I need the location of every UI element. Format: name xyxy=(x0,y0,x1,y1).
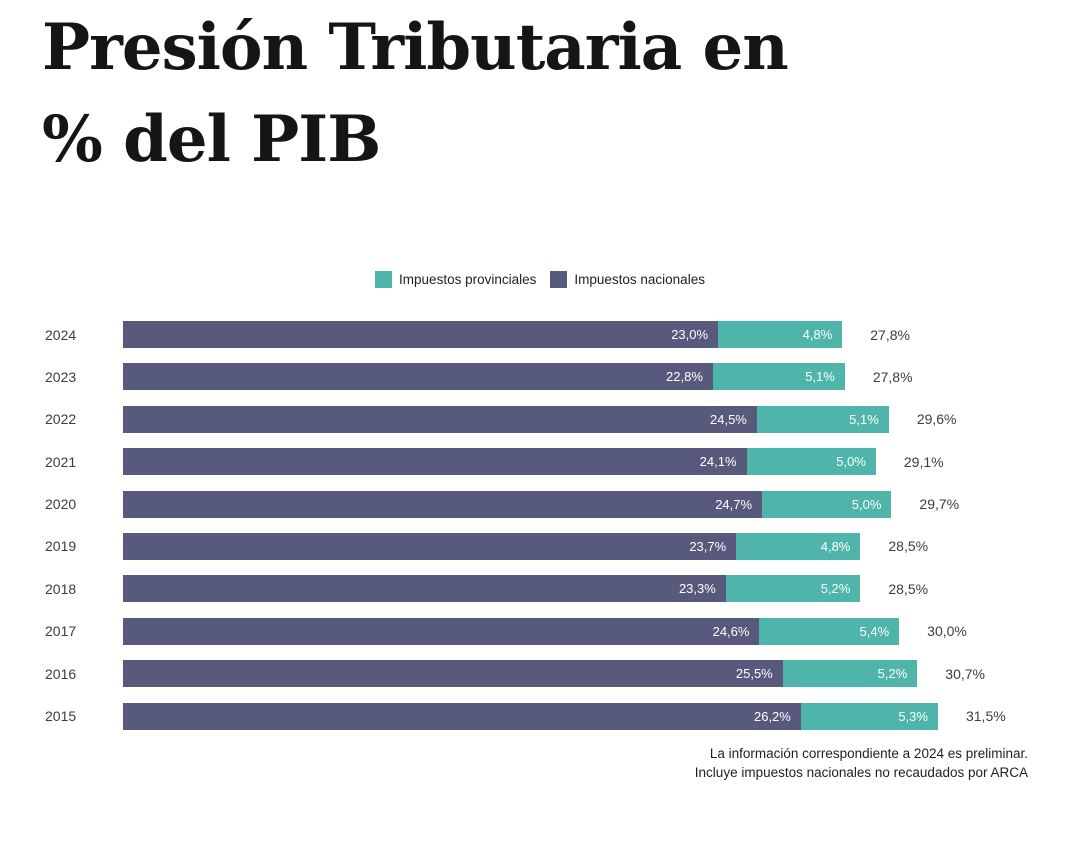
total-label: 30,0% xyxy=(927,623,967,640)
nacionales-value-label: 26,2% xyxy=(753,708,791,724)
legend-swatch-provinciales-icon xyxy=(375,271,393,288)
total-label: 29,6% xyxy=(916,411,957,428)
bar-segment-nacionales: 23,3% xyxy=(123,575,726,603)
bar-track: 25,5% 5,2% xyxy=(123,660,918,688)
bar-track: 23,7% 4,8% xyxy=(123,532,861,560)
bar-segment-nacionales: 24,1% xyxy=(123,448,747,476)
nacionales-value-label: 24,7% xyxy=(715,496,753,512)
year-label: 2019 xyxy=(45,538,77,555)
bar-segment-provinciales: 5,2% xyxy=(725,575,861,603)
stacked-bar-chart: 2024 23,0% 4,8% 27,8% 2023 22,8% 5,1% 27,8% 2022… xyxy=(45,321,1006,745)
total-label: 27,8% xyxy=(872,368,913,385)
bar-track: 26,2% 5,3% xyxy=(123,702,938,730)
bar-segment-provinciales: 5,1% xyxy=(712,363,845,391)
legend-swatch-nacionales-icon xyxy=(550,271,568,288)
provinciales-value-label: 5,2% xyxy=(820,581,851,597)
bar-segment-provinciales: 4,8% xyxy=(736,532,861,560)
footnote-line1: La información correspondiente a 2024 es… xyxy=(709,746,1028,761)
footnote-line2: Incluye impuestos nacionales no recaudad… xyxy=(694,765,1028,780)
chart-row: 2018 23,3% 5,2% 28,5% xyxy=(45,575,1006,603)
nacionales-value-label: 24,1% xyxy=(699,454,737,470)
nacionales-value-label: 23,0% xyxy=(671,327,709,342)
year-label: 2016 xyxy=(45,665,77,682)
bar-segment-nacionales: 23,7% xyxy=(123,532,737,560)
year-label: 2015 xyxy=(45,708,77,725)
bar-track: 23,0% 4,8% xyxy=(123,321,843,348)
bar-segment-nacionales: 26,2% xyxy=(123,702,801,730)
chart-row: 2019 23,7% 4,8% 28,5% xyxy=(45,532,1006,560)
year-label: 2017 xyxy=(45,623,77,640)
provinciales-value-label: 5,4% xyxy=(859,623,890,639)
bar-segment-provinciales: 5,0% xyxy=(746,448,876,476)
total-label: 29,1% xyxy=(903,453,944,470)
bar-track: 24,7% 5,0% xyxy=(123,490,892,518)
bar-track: 23,3% 5,2% xyxy=(123,575,861,603)
bar-segment-provinciales: 5,1% xyxy=(756,405,889,433)
total-label: 29,7% xyxy=(919,496,960,513)
nacionales-value-label: 24,5% xyxy=(710,411,747,427)
year-label: 2023 xyxy=(45,368,77,385)
nacionales-value-label: 22,8% xyxy=(666,369,703,385)
bar-track: 22,8% 5,1% xyxy=(123,363,845,391)
provinciales-value-label: 5,1% xyxy=(805,369,835,385)
total-label: 30,7% xyxy=(945,665,985,682)
legend-label-provinciales: Impuestos provinciales xyxy=(399,272,537,287)
provinciales-value-label: 4,8% xyxy=(802,327,833,342)
provinciales-value-label: 5,2% xyxy=(877,666,908,682)
page-title-line1: Presión Tributaria en xyxy=(42,10,789,85)
chart-row: 2024 23,0% 4,8% 27,8% xyxy=(45,321,1006,348)
provinciales-value-label: 5,3% xyxy=(898,708,928,724)
provinciales-value-label: 5,1% xyxy=(849,411,879,427)
bar-segment-provinciales: 5,4% xyxy=(759,617,900,645)
year-label: 2018 xyxy=(45,580,77,597)
chart-footnote: La información correspondiente a 2024 es… xyxy=(695,744,1028,782)
page-title: Presión Tributaria en % del PIB xyxy=(42,2,1002,186)
page-title-line2: % del PIB xyxy=(42,102,381,177)
nacionales-value-label: 24,6% xyxy=(712,623,750,639)
bar-segment-nacionales: 24,5% xyxy=(123,405,757,433)
chart-row: 2016 25,5% 5,2% 30,7% xyxy=(45,660,1006,688)
legend-item-provinciales: Impuestos provinciales xyxy=(375,271,536,288)
bar-segment-provinciales: 5,2% xyxy=(782,660,918,688)
total-label: 28,5% xyxy=(888,580,929,597)
bar-segment-nacionales: 22,8% xyxy=(123,363,713,391)
nacionales-value-label: 23,3% xyxy=(678,581,716,597)
provinciales-value-label: 5,0% xyxy=(836,454,866,470)
bar-segment-nacionales: 23,0% xyxy=(123,321,719,348)
bar-track: 24,6% 5,4% xyxy=(123,617,900,645)
chart-row: 2021 24,1% 5,0% 29,1% xyxy=(45,448,1006,476)
bar-segment-nacionales: 25,5% xyxy=(123,660,783,688)
total-label: 28,5% xyxy=(888,538,929,555)
year-label: 2024 xyxy=(45,326,77,343)
legend-label-nacionales: Impuestos nacionales xyxy=(574,272,705,287)
bar-segment-nacionales: 24,6% xyxy=(123,617,760,645)
nacionales-value-label: 25,5% xyxy=(735,666,773,682)
legend-item-nacionales: Impuestos nacionales xyxy=(550,271,705,288)
bar-segment-provinciales: 5,3% xyxy=(800,702,938,730)
total-label: 27,8% xyxy=(870,326,910,343)
chart-row: 2022 24,5% 5,1% 29,6% xyxy=(45,405,1006,433)
nacionales-value-label: 23,7% xyxy=(689,538,727,554)
chart-legend: Impuestos provinciales Impuestos naciona… xyxy=(0,271,1080,288)
bar-segment-nacionales: 24,7% xyxy=(123,490,763,518)
year-label: 2021 xyxy=(45,453,77,470)
provinciales-value-label: 4,8% xyxy=(820,538,851,554)
chart-row: 2015 26,2% 5,3% 31,5% xyxy=(45,702,1006,730)
chart-row: 2020 24,7% 5,0% 29,7% xyxy=(45,490,1006,518)
bar-track: 24,1% 5,0% xyxy=(123,448,876,476)
chart-row: 2017 24,6% 5,4% 30,0% xyxy=(45,617,1006,645)
year-label: 2020 xyxy=(45,496,77,513)
bar-segment-provinciales: 4,8% xyxy=(718,321,843,348)
bar-segment-provinciales: 5,0% xyxy=(762,490,892,518)
provinciales-value-label: 5,0% xyxy=(851,496,882,512)
bar-track: 24,5% 5,1% xyxy=(123,405,889,433)
year-label: 2022 xyxy=(45,411,77,428)
chart-row: 2023 22,8% 5,1% 27,8% xyxy=(45,363,1006,391)
total-label: 31,5% xyxy=(965,708,1006,725)
